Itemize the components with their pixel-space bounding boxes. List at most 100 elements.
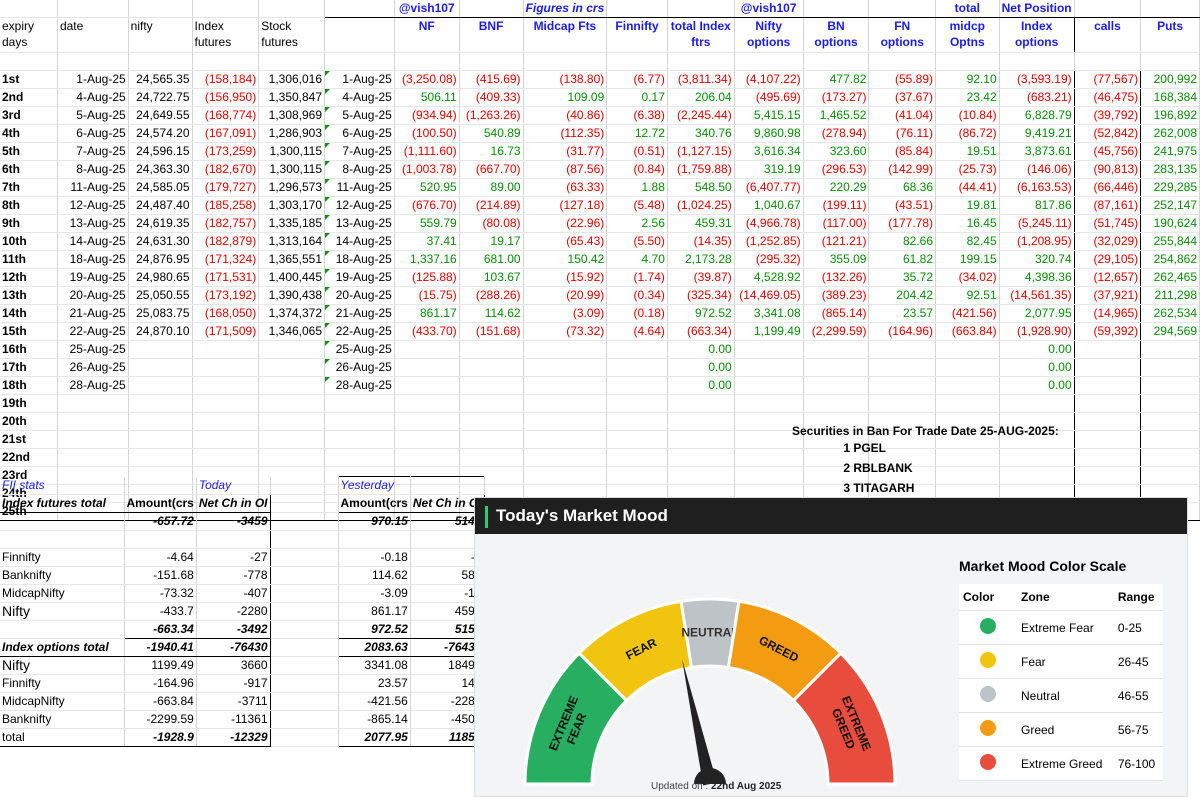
net-change-header[interactable]: Net Ch in OI xyxy=(410,494,485,513)
data-cell-d[interactable]: 7th xyxy=(0,178,58,197)
column-header[interactable]: expiry days xyxy=(0,17,58,53)
data-cell-nopt[interactable]: (495.69) xyxy=(734,88,804,107)
empty-cell[interactable] xyxy=(128,52,193,71)
data-cell-bnopt[interactable]: 1,465.52 xyxy=(803,106,870,125)
fii-row-label[interactable]: Nifty xyxy=(0,656,125,675)
data-cell-stk[interactable]: 1,303,170 xyxy=(258,196,326,215)
data-cell-bnopt[interactable] xyxy=(803,394,870,413)
data-cell-mid[interactable]: 109.09 xyxy=(523,88,608,107)
data-cell-stk[interactable]: 1,308,969 xyxy=(258,106,326,125)
data-cell-stk[interactable]: 1,335,185 xyxy=(258,214,326,233)
data-cell-bnf[interactable]: 103.67 xyxy=(459,268,524,287)
data-cell-bnf[interactable]: (151.68) xyxy=(459,322,524,341)
data-cell-fnopt[interactable] xyxy=(868,358,936,377)
data-cell-date[interactable]: 12-Aug-25 xyxy=(57,196,129,215)
data-cell-fin[interactable]: (6.38) xyxy=(606,106,668,125)
data-cell-date2[interactable]: 5-Aug-25 xyxy=(324,106,395,125)
data-cell-bnopt[interactable]: 477.82 xyxy=(803,70,870,89)
fii-row-label[interactable]: Index futures total xyxy=(0,494,125,513)
data-cell-fin[interactable]: (0.51) xyxy=(606,142,668,161)
data-cell-mid[interactable]: (73.32) xyxy=(523,322,608,341)
empty[interactable] xyxy=(270,692,339,711)
data-cell-stk[interactable] xyxy=(258,412,326,431)
data-cell-fnopt[interactable] xyxy=(868,376,936,395)
data-cell-midopt[interactable]: (34.02) xyxy=(935,268,1000,287)
empty-cell[interactable] xyxy=(258,52,326,71)
data-cell-fnopt[interactable]: 23.57 xyxy=(868,304,936,323)
nf-handle[interactable]: @vish107 xyxy=(394,0,460,18)
data-cell-midopt[interactable]: 19.81 xyxy=(935,196,1000,215)
data-cell-mid[interactable] xyxy=(523,376,608,395)
header-cell[interactable] xyxy=(128,0,193,18)
data-cell-mid[interactable]: (127.18) xyxy=(523,196,608,215)
data-cell-midopt[interactable] xyxy=(935,340,1000,359)
data-cell-date2[interactable]: 11-Aug-25 xyxy=(324,178,395,197)
data-cell-date[interactable]: 11-Aug-25 xyxy=(57,178,129,197)
data-cell-fnopt[interactable]: 68.36 xyxy=(868,178,936,197)
column-header[interactable]: FN options xyxy=(868,17,936,53)
header-cell[interactable] xyxy=(57,0,129,18)
data-cell-nf[interactable]: (1,003.78) xyxy=(394,160,460,179)
data-cell-nopt[interactable]: 3,341.08 xyxy=(734,304,804,323)
data-cell-bnf[interactable] xyxy=(459,358,524,377)
data-cell-bnf[interactable] xyxy=(459,430,524,449)
data-cell-iopt[interactable] xyxy=(998,430,1075,449)
data-cell-fnopt[interactable]: (55.89) xyxy=(868,70,936,89)
data-cell-calls[interactable]: (32,029) xyxy=(1074,232,1142,251)
empty-cell[interactable] xyxy=(1074,52,1142,71)
data-cell-mid[interactable] xyxy=(523,430,608,449)
yesterday-net-change[interactable]: -1 xyxy=(410,548,485,567)
data-cell-puts[interactable]: 196,892 xyxy=(1140,106,1200,125)
data-cell-d[interactable]: 16th xyxy=(0,340,58,359)
net-change-header[interactable]: Net Ch in OI xyxy=(196,494,271,513)
today-net-change[interactable]: -3459 xyxy=(196,512,271,531)
data-cell-fin[interactable] xyxy=(606,376,668,395)
data-cell-tot[interactable] xyxy=(666,448,735,467)
data-cell-fnopt[interactable] xyxy=(868,430,936,449)
data-cell-date[interactable] xyxy=(57,412,129,431)
data-cell-date2[interactable]: 20-Aug-25 xyxy=(324,286,395,305)
data-cell-nf[interactable]: 37.41 xyxy=(394,232,460,251)
data-cell-bnf[interactable]: (288.26) xyxy=(459,286,524,305)
data-cell-idx[interactable] xyxy=(192,448,260,467)
data-cell-nf[interactable]: (125.88) xyxy=(394,268,460,287)
data-cell-nopt[interactable]: 9,860.98 xyxy=(734,124,804,143)
data-cell-d[interactable]: 6th xyxy=(0,160,58,179)
data-cell-nopt[interactable]: 5,415.15 xyxy=(734,106,804,125)
data-cell-date2[interactable]: 13-Aug-25 xyxy=(324,214,395,233)
data-cell-midopt[interactable]: 16.45 xyxy=(935,214,1000,233)
data-cell-date2[interactable]: 8-Aug-25 xyxy=(324,160,395,179)
data-cell-bnf[interactable]: 89.00 xyxy=(459,178,524,197)
data-cell-fin[interactable] xyxy=(606,340,668,359)
empty[interactable] xyxy=(270,476,339,495)
yesterday-net-change[interactable]: 11854 xyxy=(410,728,485,747)
yesterday-amount[interactable]: 3341.08 xyxy=(337,656,411,675)
empty-cell[interactable] xyxy=(192,52,260,71)
data-cell-bnopt[interactable]: (199.11) xyxy=(803,196,870,215)
data-cell-d[interactable]: 11th xyxy=(0,250,58,269)
data-cell-bnf[interactable] xyxy=(459,376,524,395)
data-cell-bnf[interactable]: (214.89) xyxy=(459,196,524,215)
net-position-header[interactable]: Net Position xyxy=(999,0,1075,18)
data-cell-puts[interactable] xyxy=(1140,340,1200,359)
today-net-change[interactable] xyxy=(196,530,271,549)
data-cell-puts[interactable]: 211,298 xyxy=(1140,286,1200,305)
data-cell-nopt[interactable]: (1,252.85) xyxy=(734,232,804,251)
data-cell-iopt[interactable] xyxy=(998,466,1075,485)
today-net-change[interactable]: -3492 xyxy=(196,620,271,639)
data-cell-puts[interactable] xyxy=(1140,466,1200,485)
empty-cell[interactable] xyxy=(0,52,58,71)
data-cell-date2[interactable]: 22-Aug-25 xyxy=(324,322,395,341)
column-header[interactable]: Midcap Fts xyxy=(523,17,608,53)
data-cell-date[interactable]: 22-Aug-25 xyxy=(57,322,129,341)
data-cell-mid[interactable] xyxy=(523,394,608,413)
data-cell-fnopt[interactable]: (43.51) xyxy=(868,196,936,215)
data-cell-d[interactable]: 12th xyxy=(0,268,58,287)
data-cell-date2[interactable]: 25-Aug-25 xyxy=(324,340,395,359)
data-cell-calls[interactable]: (52,842) xyxy=(1074,124,1142,143)
data-cell-idx[interactable]: (179,727) xyxy=(192,178,260,197)
fii-row-label[interactable]: total xyxy=(0,728,125,747)
data-cell-tot[interactable] xyxy=(666,430,735,449)
data-cell-tot[interactable]: (2,245.44) xyxy=(666,106,735,125)
data-cell-idx[interactable] xyxy=(192,412,260,431)
